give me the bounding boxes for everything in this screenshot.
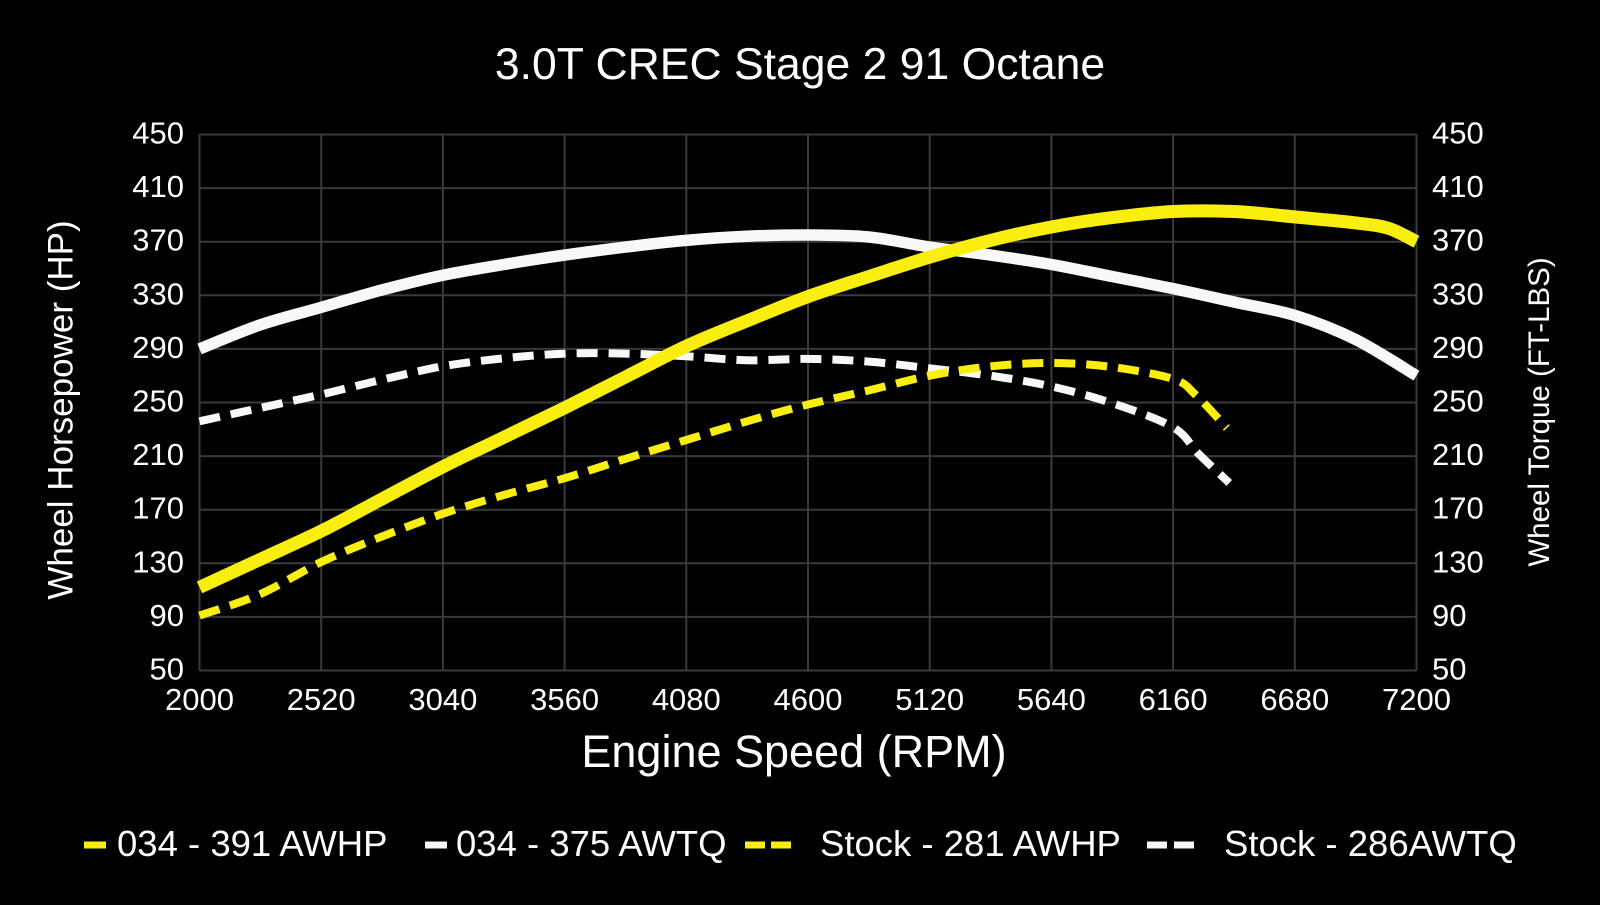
svg-text:450: 450 <box>132 116 184 151</box>
svg-text:034 - 391 AWHP: 034 - 391 AWHP <box>117 823 388 864</box>
svg-text:330: 330 <box>1432 276 1484 311</box>
svg-text:6680: 6680 <box>1260 682 1329 717</box>
svg-text:410: 410 <box>132 169 184 204</box>
svg-text:210: 210 <box>1432 437 1484 472</box>
svg-text:210: 210 <box>132 437 184 472</box>
svg-text:290: 290 <box>132 330 184 365</box>
svg-text:450: 450 <box>1432 116 1484 151</box>
svg-text:3.0T CREC Stage 2 91 Octane: 3.0T CREC Stage 2 91 Octane <box>495 40 1105 89</box>
svg-text:3040: 3040 <box>408 682 477 717</box>
svg-text:90: 90 <box>150 598 184 633</box>
svg-text:50: 50 <box>150 652 184 687</box>
svg-text:2520: 2520 <box>287 682 356 717</box>
svg-text:Wheel Torque (FT-LBS): Wheel Torque (FT-LBS) <box>1523 257 1556 566</box>
svg-text:Stock - 281 AWHP: Stock - 281 AWHP <box>820 823 1121 864</box>
svg-text:410: 410 <box>1432 169 1484 204</box>
svg-text:3560: 3560 <box>530 682 599 717</box>
svg-text:Wheel Horsepower (HP): Wheel Horsepower (HP) <box>42 220 81 599</box>
svg-text:250: 250 <box>132 384 184 419</box>
svg-text:130: 130 <box>132 544 184 579</box>
svg-text:5640: 5640 <box>1017 682 1086 717</box>
svg-text:034 - 375 AWTQ: 034 - 375 AWTQ <box>456 823 727 864</box>
svg-text:250: 250 <box>1432 384 1484 419</box>
svg-text:290: 290 <box>1432 330 1484 365</box>
svg-text:6160: 6160 <box>1139 682 1208 717</box>
svg-text:50: 50 <box>1432 652 1466 687</box>
svg-text:Stock - 286AWTQ: Stock - 286AWTQ <box>1224 823 1517 864</box>
svg-text:4600: 4600 <box>774 682 843 717</box>
svg-text:170: 170 <box>132 491 184 526</box>
svg-text:90: 90 <box>1432 598 1466 633</box>
svg-text:Engine Speed (RPM): Engine Speed (RPM) <box>581 726 1006 777</box>
svg-text:370: 370 <box>1432 223 1484 258</box>
svg-text:4080: 4080 <box>652 682 721 717</box>
svg-text:330: 330 <box>132 276 184 311</box>
svg-text:130: 130 <box>1432 544 1484 579</box>
svg-text:170: 170 <box>1432 491 1484 526</box>
svg-text:7200: 7200 <box>1382 682 1451 717</box>
svg-text:2000: 2000 <box>165 682 234 717</box>
svg-text:5120: 5120 <box>895 682 964 717</box>
svg-text:370: 370 <box>132 223 184 258</box>
